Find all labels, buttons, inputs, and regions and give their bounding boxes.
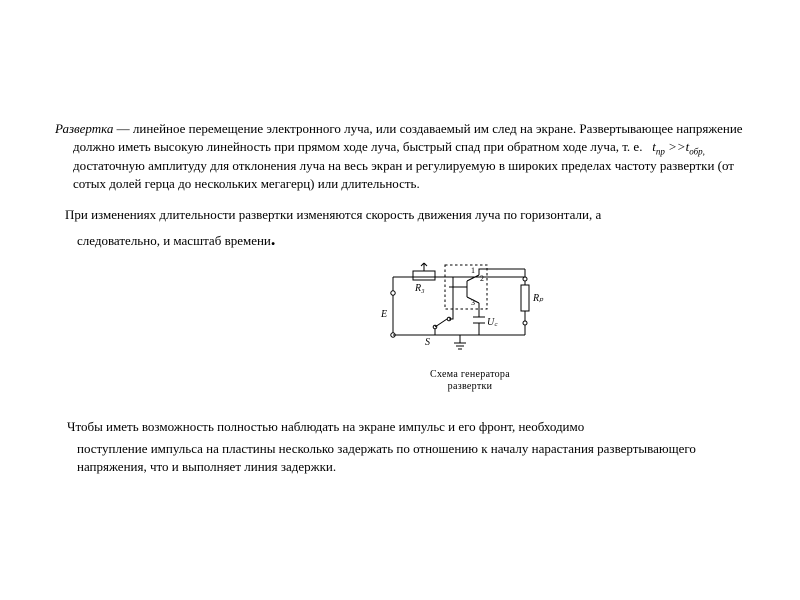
para-changes: При изменениях длительности развертки из… [55, 206, 745, 224]
figure-wrap: 1 2 3 [55, 257, 745, 394]
p3-line1: Чтобы иметь возможность полностью наблюд… [67, 419, 584, 434]
lbl-1: 1 [471, 266, 475, 275]
lbl-E: E [380, 309, 387, 320]
document-page: Развертка — линейное перемещение электро… [0, 0, 800, 600]
para-delayline-cont: поступление импульса на пластины несколь… [55, 440, 745, 475]
p1-text3: достаточную амплитуду для отклонения луч… [73, 158, 734, 191]
para-razvertka: Развертка — линейное перемещение электро… [55, 120, 745, 192]
caption-line2: развертки [448, 381, 493, 392]
sub-pr: пр [656, 146, 665, 156]
para-changes-cont: следовательно, и масштаб времени. [55, 232, 745, 250]
para-delayline: Чтобы иметь возможность полностью наблюд… [55, 418, 745, 436]
formula-tpr: tпр >>tобр, [652, 139, 705, 154]
lbl-Uc: U꜀ [487, 317, 498, 328]
caption-line1: Схема генератора [430, 369, 510, 380]
lbl-Rp: Rₚ [532, 293, 544, 304]
op-gg: >> [665, 139, 686, 154]
dash: — [113, 121, 133, 136]
figure-caption: Схема генератора развертки [375, 369, 565, 393]
p1-text1: линейное перемещение электронного луча, … [133, 121, 576, 136]
lbl-S: S [425, 337, 430, 348]
lbl-R3: R₃ [414, 283, 425, 294]
p2-line1: При изменениях длительности развертки из… [65, 207, 601, 222]
p2-line2: следовательно, и масштаб времени [77, 233, 271, 248]
lbl-3: 3 [471, 298, 475, 307]
term-razvertka: Развертка [55, 121, 113, 136]
circuit-schematic-icon: 1 2 3 [375, 257, 565, 367]
lbl-2: 2 [480, 274, 484, 283]
p3-line2: поступление импульса на пластины несколь… [77, 441, 696, 474]
figure-inner: 1 2 3 [235, 257, 565, 393]
sub-obr: обр, [689, 146, 705, 156]
big-period: . [271, 229, 276, 249]
